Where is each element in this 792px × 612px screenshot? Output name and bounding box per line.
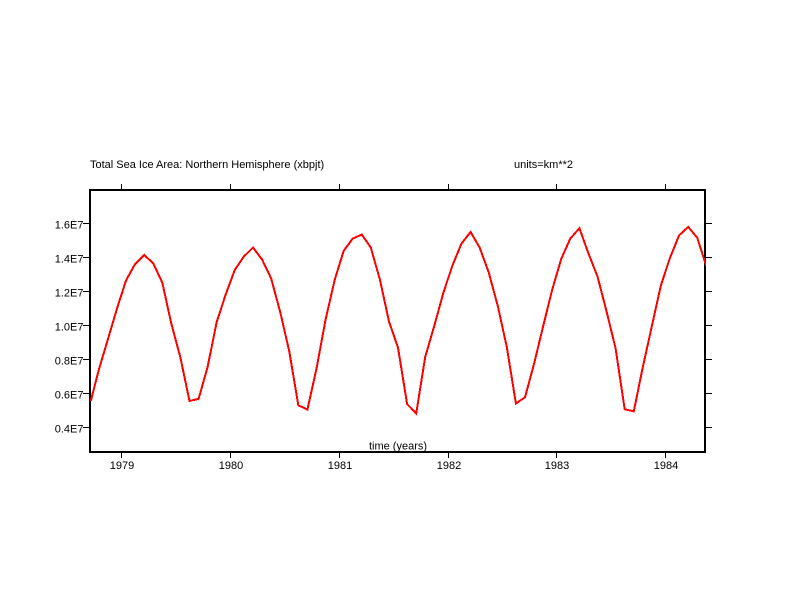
svg-text:1983: 1983 <box>545 460 569 472</box>
svg-text:1.0E7: 1.0E7 <box>55 322 84 334</box>
svg-text:1.4E7: 1.4E7 <box>55 254 84 266</box>
svg-text:1982: 1982 <box>437 460 461 472</box>
svg-text:0.6E7: 0.6E7 <box>55 390 84 402</box>
svg-text:1979: 1979 <box>110 460 134 472</box>
svg-text:time (years): time (years) <box>369 441 427 453</box>
svg-text:0.4E7: 0.4E7 <box>55 424 84 436</box>
svg-text:Total Sea Ice Area: Northern H: Total Sea Ice Area: Northern Hemisphere … <box>90 159 324 171</box>
svg-text:1981: 1981 <box>328 460 352 472</box>
svg-text:1.2E7: 1.2E7 <box>55 288 84 300</box>
svg-text:units=km**2: units=km**2 <box>514 159 573 171</box>
svg-text:1980: 1980 <box>219 460 243 472</box>
svg-text:1.6E7: 1.6E7 <box>55 220 84 232</box>
svg-text:1984: 1984 <box>654 460 678 472</box>
svg-text:0.8E7: 0.8E7 <box>55 356 84 368</box>
